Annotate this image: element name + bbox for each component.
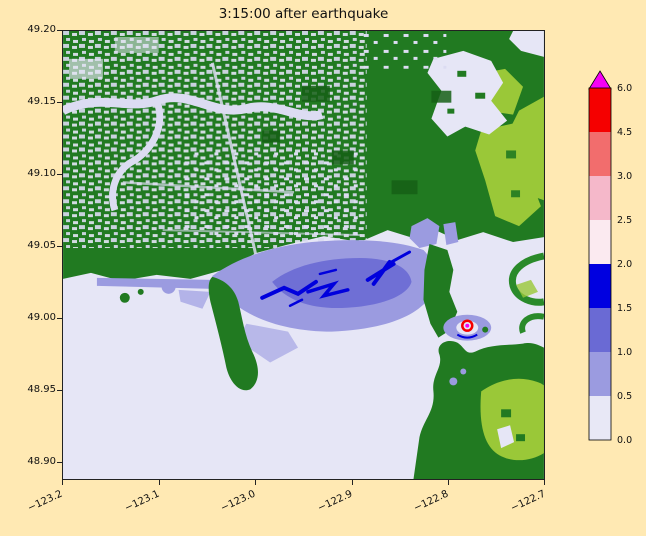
- colorbar-tick-label: 6.0: [617, 83, 633, 94]
- colorbar-tick-label: 4.5: [617, 127, 633, 138]
- y-axis-tick-label: 49.05: [27, 240, 56, 251]
- colorbar-tick-label: 3.0: [617, 171, 633, 182]
- x-axis-tick-label: −122.7: [509, 488, 548, 515]
- x-axis-tick-label: −122.8: [412, 488, 451, 515]
- colorbar-tick-label: 2.0: [617, 259, 633, 270]
- x-axis-tick-label: −123.2: [26, 488, 65, 515]
- colorbar-tick-label: 1.5: [617, 303, 633, 314]
- high-wave-ring: [461, 319, 474, 332]
- colorbar-segment: [589, 220, 611, 264]
- y-axis-tick-label: 49.10: [27, 168, 56, 179]
- y-axis-tick-label: 49.00: [27, 312, 56, 323]
- colorbar-segment: [589, 352, 611, 396]
- colorbar-tick-label: 0.0: [617, 435, 633, 446]
- y-axis-tick-label: 49.15: [27, 96, 56, 107]
- figure-title: 3:15:00 after earthquake: [218, 6, 389, 22]
- colorbar-outline: [588, 87, 612, 441]
- colorbar-tick-label: 2.5: [617, 215, 633, 226]
- map-svg: [63, 31, 544, 479]
- colorbar-segment: [589, 132, 611, 176]
- colorbar-segment: [589, 88, 611, 132]
- colorbar-segment: [589, 396, 611, 440]
- colorbar-segment: [589, 264, 611, 308]
- x-tick-mark: [448, 480, 449, 485]
- colorbar-segment: [589, 176, 611, 220]
- y-tick-mark: [57, 462, 62, 463]
- map-plot: [62, 30, 545, 480]
- y-tick-mark: [57, 390, 62, 391]
- colorbar-segment: [589, 308, 611, 352]
- colorbar-tick-label: 1.0: [617, 347, 633, 358]
- y-tick-mark: [57, 246, 62, 247]
- x-tick-mark: [62, 480, 63, 485]
- high-wave-center: [465, 323, 470, 328]
- land-areas-south: [119, 244, 544, 479]
- x-axis-tick-label: −123.0: [219, 488, 258, 515]
- y-tick-mark: [57, 174, 62, 175]
- x-tick-mark: [352, 480, 353, 485]
- x-axis-tick-label: −122.9: [316, 488, 355, 515]
- x-axis-tick-label: −123.1: [123, 488, 162, 515]
- colorbar-tick-label: 0.5: [617, 391, 633, 402]
- colorbar-extend-triangle: [588, 70, 612, 90]
- y-tick-mark: [57, 318, 62, 319]
- x-tick-mark: [255, 480, 256, 485]
- y-axis-tick-label: 48.90: [27, 456, 56, 467]
- gauge-marker: [443, 314, 492, 341]
- y-tick-mark: [57, 30, 62, 31]
- colorbar: [588, 70, 614, 442]
- y-axis-tick-label: 48.95: [27, 384, 56, 395]
- channel-marks: [260, 250, 412, 308]
- x-tick-mark: [544, 480, 545, 485]
- y-tick-mark: [57, 102, 62, 103]
- y-axis-tick-label: 49.20: [27, 24, 56, 35]
- land-areas: [63, 31, 544, 281]
- x-tick-mark: [159, 480, 160, 485]
